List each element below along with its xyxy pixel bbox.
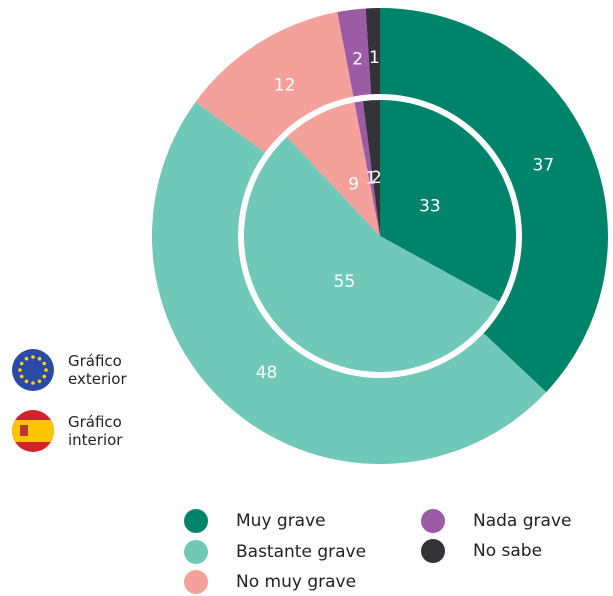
legend-label: No sabe — [473, 541, 542, 561]
legend-label: No muy grave — [236, 572, 356, 592]
legend-swatch — [184, 509, 208, 533]
legend-swatch — [184, 540, 208, 564]
data-label: 48 — [256, 363, 278, 383]
legend-outer: Gráfico exterior — [68, 352, 127, 388]
data-label: 1 — [369, 48, 380, 68]
data-label: 55 — [334, 272, 356, 292]
legend-swatch — [184, 570, 208, 594]
data-label: 9 — [348, 174, 359, 194]
legend: Muy grave Bastante grave No muy grave Nada … — [184, 509, 571, 594]
data-label: 2 — [352, 49, 363, 69]
data-label: 12 — [274, 76, 296, 96]
legend-swatch — [421, 509, 445, 533]
data-label: 37 — [533, 155, 555, 175]
data-label: 1 — [366, 169, 377, 189]
data-label: 33 — [419, 196, 441, 216]
slice — [286, 102, 380, 236]
slice — [380, 100, 516, 302]
legend-label: Muy grave — [236, 511, 326, 531]
eu-flag — [12, 349, 54, 391]
es-flag — [12, 410, 54, 452]
slice — [354, 101, 380, 236]
slice — [243, 136, 500, 373]
legend-inner: Gráfico interior — [68, 413, 123, 449]
data-label: 2 — [371, 168, 382, 188]
legend-label: Bastante grave — [236, 542, 366, 562]
legend-swatch — [421, 539, 445, 563]
legend-label: Nada grave — [473, 511, 571, 531]
slice — [362, 100, 380, 236]
